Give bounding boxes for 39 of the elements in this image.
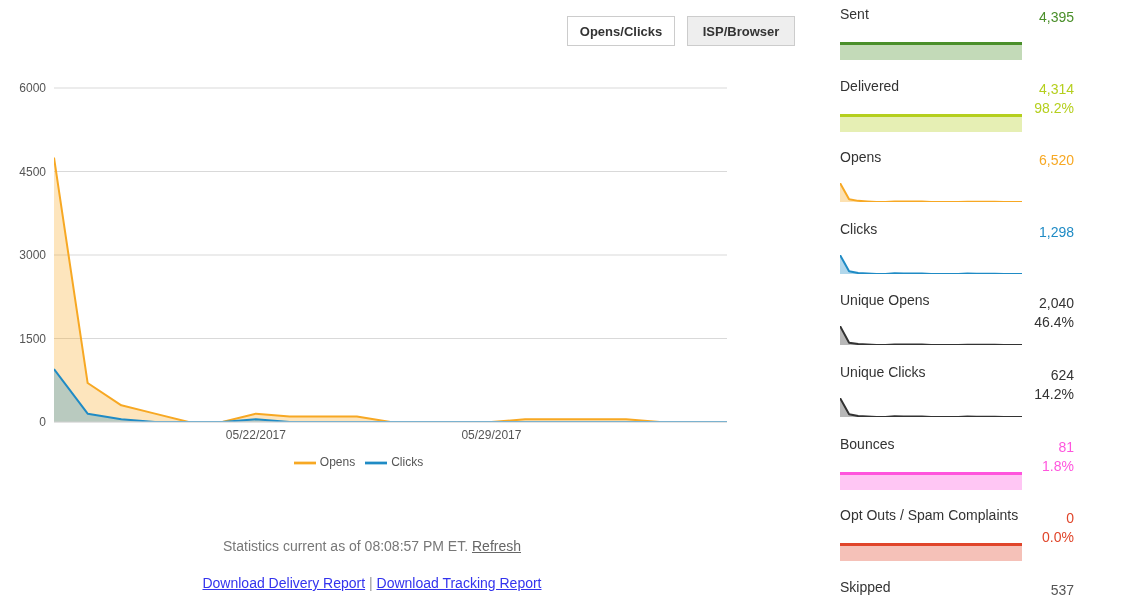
x-tick-label: 05/29/2017	[461, 427, 522, 442]
y-tick-label: 6000	[19, 81, 47, 96]
text: Statistics current as of 08:08:57 PM ET.	[222, 538, 469, 554]
text: 0	[1065, 509, 1074, 529]
y-tick-label: 0	[39, 415, 47, 430]
text: 14.2%	[1034, 385, 1074, 404]
text: 624	[1049, 366, 1074, 385]
text: 4,314	[1037, 79, 1074, 99]
text: 6,520	[1038, 151, 1074, 171]
text: 2,040	[1037, 294, 1074, 314]
chart-title: Unique Clicks	[840, 364, 926, 380]
text: Skipped	[840, 578, 891, 595]
button: Opens/Clicks	[567, 16, 675, 46]
text: 46.4%	[1034, 313, 1074, 333]
text: Delivered	[840, 77, 900, 94]
text: 1,298	[1038, 222, 1074, 242]
text: Download Tracking Report	[376, 575, 542, 591]
text: 0.0%	[1042, 528, 1074, 548]
legend-label: Opens	[319, 455, 356, 470]
y-tick-label: 4500	[19, 164, 47, 179]
text: Opt Outs / Spam Complaints	[840, 507, 1019, 524]
chart-title: Clicks	[840, 220, 878, 237]
y-tick-label: 3000	[19, 248, 47, 263]
text: Bounces	[840, 435, 895, 452]
chart-title: Unique Opens	[840, 292, 930, 309]
text: Sent	[840, 6, 869, 22]
text: 537	[1050, 580, 1074, 600]
chart-title: Opens	[840, 149, 882, 166]
text: 81	[1057, 437, 1074, 457]
text: 98.2%	[1034, 98, 1074, 118]
text: Refresh	[471, 538, 522, 554]
text: |	[369, 575, 373, 591]
text: 1.8%	[1042, 456, 1074, 476]
text: Download Delivery Report	[202, 575, 366, 591]
legend-label: Clicks	[391, 455, 424, 470]
y-tick-label: 1500	[19, 331, 47, 346]
button: ISP/Browser	[687, 16, 795, 46]
x-tick-label: 05/22/2017	[225, 427, 287, 442]
text: 4,395	[1038, 8, 1074, 27]
